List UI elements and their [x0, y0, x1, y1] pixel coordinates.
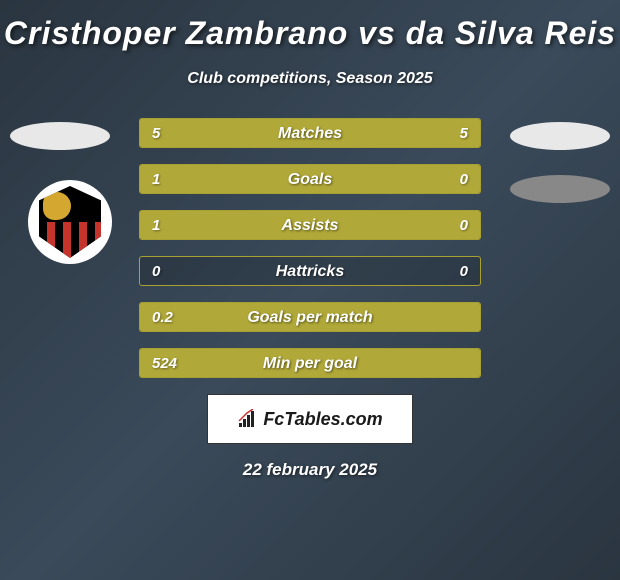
- stats-list: Matches55Goals10Assists10Hattricks00Goal…: [139, 118, 481, 378]
- team-left-badge: [28, 180, 112, 264]
- infographic-container: Cristhoper Zambrano vs da Silva Reis Clu…: [0, 0, 620, 580]
- stat-label: Matches: [140, 119, 480, 148]
- page-title: Cristhoper Zambrano vs da Silva Reis: [0, 15, 620, 52]
- stat-value-right: 0: [460, 165, 468, 194]
- stat-value-right: 0: [460, 257, 468, 286]
- stat-row: Hattricks0 0: [139, 256, 481, 286]
- stat-row: Goals1 0: [139, 164, 481, 194]
- fctables-logo-icon: [237, 409, 257, 429]
- stat-label: Goals per match: [140, 303, 480, 332]
- player-right-placeholder: [510, 122, 610, 150]
- stat-row: Assists1 0: [139, 210, 481, 240]
- subtitle: Club competitions, Season 2025: [0, 70, 620, 88]
- stat-value-left: 0.2: [152, 303, 173, 332]
- stat-value-left: 0: [152, 257, 160, 286]
- stat-row: Goals per match0.2: [139, 302, 481, 332]
- date-label: 22 february 2025: [0, 460, 620, 480]
- team-right-placeholder: [510, 175, 610, 203]
- badge-lion-icon: [43, 192, 71, 220]
- stat-label: Hattricks: [140, 257, 480, 286]
- stat-value-left: 1: [152, 211, 160, 240]
- footer-attribution: FcTables.com: [207, 394, 413, 444]
- stat-row: Min per goal524: [139, 348, 481, 378]
- stat-value-left: 1: [152, 165, 160, 194]
- stat-value-left: 5: [152, 119, 160, 148]
- stat-row: Matches5 5: [139, 118, 481, 148]
- badge-shield-icon: [39, 186, 101, 258]
- stat-value-right: 0: [460, 211, 468, 240]
- stat-value-right: 5: [460, 119, 468, 148]
- stat-label: Min per goal: [140, 349, 480, 378]
- player-left-placeholder: [10, 122, 110, 150]
- stat-label: Assists: [140, 211, 480, 240]
- footer-label: FcTables.com: [263, 409, 382, 430]
- stat-value-left: 524: [152, 349, 177, 378]
- stat-label: Goals: [140, 165, 480, 194]
